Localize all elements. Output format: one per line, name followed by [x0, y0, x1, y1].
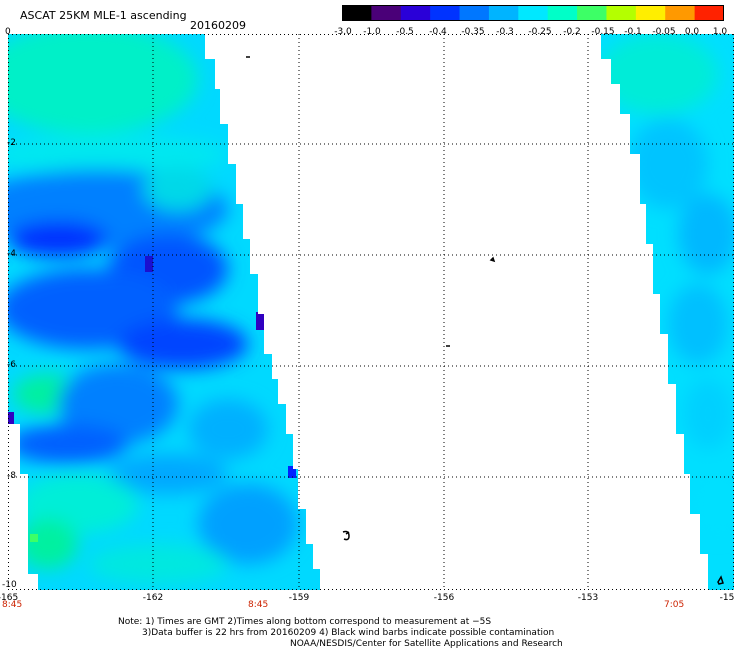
colorbar-label: -0.25 — [528, 27, 552, 37]
colorbar-cell — [694, 5, 724, 21]
longitude-label: -165 — [0, 593, 19, 603]
colorbar-label: -0.35 — [461, 27, 485, 37]
origin-latitude-label: 0 — [5, 27, 11, 37]
colorbar-label: -0.5 — [396, 27, 414, 37]
colorbar — [342, 5, 724, 21]
left-swath — [8, 34, 320, 590]
colorbar-cell — [400, 5, 431, 21]
note-line-3: NOAA/NESDIS/Center for Satellite Applica… — [290, 639, 563, 649]
colorbar-cell — [665, 5, 696, 21]
graticule — [8, 34, 734, 590]
colorbar-cell — [371, 5, 402, 21]
colorbar-cell — [606, 5, 637, 21]
latitude-label: -8 — [7, 471, 16, 481]
colorbar-cell — [430, 5, 461, 21]
colorbar-label: -0.2 — [563, 27, 581, 37]
colorbar-cell — [518, 5, 549, 21]
colorbar-cell — [547, 5, 578, 21]
colorbar-label: -0.4 — [429, 27, 447, 37]
map-date: 20160209 — [190, 19, 246, 32]
latitude-label: -2 — [7, 138, 16, 148]
longitude-label: -159 — [288, 593, 310, 603]
contamination-marks — [246, 56, 724, 585]
colorbar-label: -0.15 — [591, 27, 615, 37]
longitude-label: -156 — [433, 593, 455, 603]
colorbar-labels: -3.0 -1.0 -0.5 -0.4 -0.35 -0.3 -0.25 -0.… — [330, 27, 735, 39]
latitude-label: -6 — [7, 360, 16, 370]
colorbar-label: -3.0 — [334, 27, 352, 37]
note-line-2: 3)Data buffer is 22 hrs from 20160209 4)… — [142, 628, 555, 638]
colorbar-label: -0.05 — [652, 27, 676, 37]
colorbar-cell — [342, 5, 372, 21]
longitude-label: -15 — [719, 593, 735, 603]
colorbar-label: -1.0 — [363, 27, 381, 37]
colorbar-cell — [635, 5, 666, 21]
pass-time-label: 7:05 — [664, 600, 685, 610]
latitude-label: -10 — [2, 580, 17, 590]
longitude-label: -153 — [577, 593, 599, 603]
colorbar-label: 1.0 — [712, 27, 728, 37]
colorbar-label: 0.0 — [684, 27, 700, 37]
colorbar-cell — [459, 5, 490, 21]
pass-time-label: 8:45 — [2, 600, 23, 610]
latitude-label: -4 — [7, 249, 16, 259]
swath-map — [8, 34, 734, 590]
map-title: ASCAT 25KM MLE-1 ascending — [20, 9, 187, 22]
colorbar-label: -0.1 — [624, 27, 642, 37]
right-swath — [601, 34, 734, 590]
pass-time-label: 8:45 — [248, 600, 269, 610]
longitude-label: -162 — [142, 593, 164, 603]
colorbar-cell — [488, 5, 519, 21]
colorbar-label: -0.3 — [496, 27, 514, 37]
note-line-1: Note: 1) Times are GMT 2)Times along bot… — [118, 617, 492, 627]
colorbar-cell — [577, 5, 607, 21]
